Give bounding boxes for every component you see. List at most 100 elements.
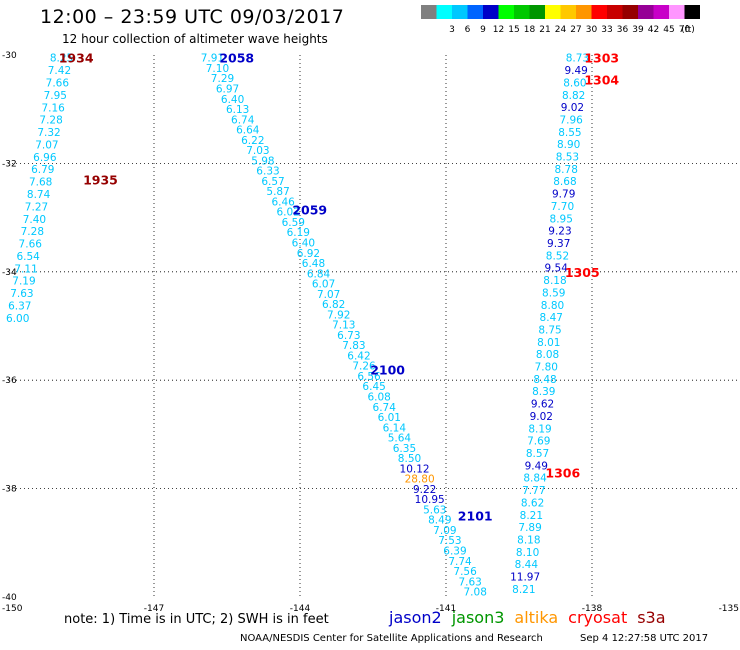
legend-tick-label: 39 [632,25,644,35]
wave-height-point: 7.63 [458,576,481,588]
time-label: 1935 [83,173,118,188]
wave-height-point: 8.74 [27,189,51,201]
wave-height-point: 8.53 [556,152,579,164]
wave-height-point: 6.19 [287,227,310,239]
wave-height-point: 8.48 [533,374,556,386]
legend-swatch [498,5,514,19]
time-label: 2101 [458,509,493,524]
wave-height-point: 7.40 [23,214,46,226]
wave-height-point: 8.80 [541,300,564,312]
wave-height-point: 9.37 [547,238,570,250]
y-tick-label: -34 [2,268,17,278]
wave-height-point: 7.74 [448,556,472,568]
chart-subtitle: 12 hour collection of altimeter wave hei… [62,32,328,46]
credit-text: NOAA/NESDIS Center for Satellite Applica… [240,633,543,644]
legend-swatch [545,5,561,19]
wave-height-point: 10.95 [415,494,445,506]
legend-swatch [622,5,638,19]
wave-height-point: 9.49 [525,460,548,472]
wave-height-point: 6.96 [33,152,57,164]
wave-height-point: 7.08 [464,587,487,599]
wave-height-point: 7.56 [453,566,477,578]
wave-height-point: 6.37 [8,300,31,312]
wave-height-point: 8.01 [537,337,560,349]
wave-height-point: 8.78 [555,164,578,176]
wave-height-point: 8.82 [562,90,585,102]
wave-height-point: 6.33 [256,166,279,178]
y-tick-label: -38 [2,485,17,495]
legend-tick-label: 21 [539,25,550,35]
wave-height-point: 6.13 [226,104,249,116]
time-label: 1303 [584,51,619,66]
wave-height-point: 9.62 [531,399,554,411]
time-label: 1306 [545,465,580,480]
wave-height-point: 8.25 [50,53,73,65]
wave-height-point: 6.01 [378,412,401,424]
time-label: 1305 [565,265,600,280]
wave-height-point: 6.54 [16,251,40,263]
wave-height-point: 7.07 [35,139,58,151]
footnote: note: 1) Time is in UTC; 2) SWH is in fe… [64,612,329,627]
wave-height-point: 5.64 [388,433,412,445]
legend-tick-label: 30 [586,25,598,35]
wave-height-point: 9.02 [561,102,584,114]
legend-swatch [467,5,483,19]
wave-height-point: 6.45 [362,381,385,393]
x-tick-label: -141 [436,604,456,614]
wave-height-point: 7.68 [29,177,52,189]
y-tick-label: -36 [2,376,17,386]
wave-height-point: 7.96 [559,114,583,126]
wave-height-point: 8.19 [528,423,551,435]
wave-height-point: 6.79 [31,164,54,176]
wave-height-point: 6.39 [443,546,466,558]
legend-swatch [653,5,669,19]
wave-height-point: 8.95 [550,213,573,225]
wave-height-point: 7.07 [317,289,340,301]
wave-height-point: 8.59 [542,287,565,299]
wave-height-point: 6.57 [261,176,284,188]
wave-height-point: 7.26 [352,361,376,373]
legend-tick-label: 36 [617,25,629,35]
legend-swatch [638,5,654,19]
wave-height-point: 8.68 [553,176,576,188]
wave-height-point: 8.10 [516,547,539,559]
legend-swatch [560,5,576,19]
wave-height-point: 8.52 [546,250,569,262]
wave-height-point: 5.63 [423,504,446,516]
satellite-legend-item: jason2 [389,608,442,627]
wave-height-point: 8.49 [428,515,451,527]
wave-height-point: 7.77 [522,485,545,497]
legend-tick-label: 33 [601,25,612,35]
legend-tick-label: 6 [465,25,471,35]
legend-tick-label: 18 [524,25,536,35]
time-label: 2058 [219,51,254,66]
generated-timestamp: Sep 4 12:27:58 UTC 2017 [580,633,709,644]
legend-swatch [576,5,592,19]
wave-height-point: 9.79 [552,189,575,201]
wave-height-point: 8.44 [515,559,539,571]
wave-height-point: 6.73 [337,330,360,342]
x-tick-label: -147 [144,604,164,614]
wave-height-point: 9.23 [548,226,571,238]
wave-height-point: 7.80 [535,362,558,374]
wave-height-point: 9.02 [530,411,553,423]
satellite-legend-item: jason3 [451,608,505,627]
wave-height-point: 8.57 [526,448,549,460]
wave-height-point: 28.80 [405,474,435,486]
wave-height-point: 8.47 [540,312,563,324]
wave-height-point: 8.75 [538,324,561,336]
satellite-legend-item: cryosat [568,608,628,627]
legend-swatch [607,5,623,19]
time-label: 2100 [370,362,405,377]
wave-height-point: 5.87 [266,186,289,198]
wave-height-point: 7.92 [327,309,350,321]
time-label: 2059 [292,202,327,217]
wave-height-point: 8.18 [543,275,566,287]
color-scale-legend: 3 6 9 12 15 18 21 24 27 30 33 36 39 42 45 70(ft) [421,5,700,35]
wave-height-point: 8.21 [512,584,535,596]
wave-height-point: 6.74 [231,114,255,126]
wave-height-point: 6.46 [271,196,295,208]
wave-height-point: 6.00 [6,313,29,325]
wave-height-point: 7.95 [44,90,67,102]
wave-height-point: 7.28 [21,226,44,238]
